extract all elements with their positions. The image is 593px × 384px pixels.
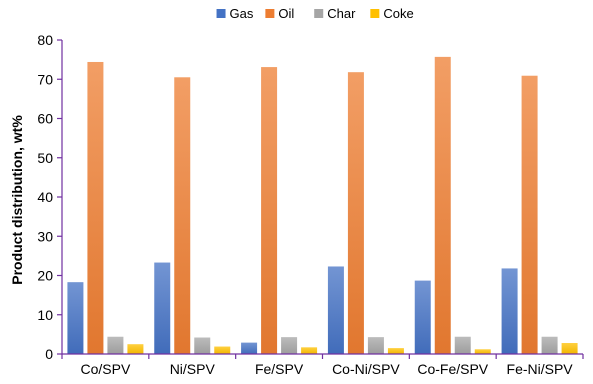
y-axis-label: Product distribution, wt% — [9, 115, 25, 285]
y-tick-label: 40 — [37, 189, 53, 205]
legend-swatch-coke — [370, 9, 380, 18]
y-tick-label: 10 — [37, 307, 53, 323]
bar-gas-fe-ni-spv — [501, 268, 518, 354]
legend-label-char: Char — [327, 6, 356, 21]
bars-group — [67, 56, 578, 355]
bar-coke-co-fe-spv — [474, 349, 491, 354]
y-tick-label: 70 — [37, 71, 53, 87]
legend: Gas Oil Char Coke — [216, 6, 414, 21]
bar-coke-fe-spv — [301, 347, 318, 354]
legend-swatch-gas — [216, 9, 226, 18]
bar-char-co-ni-spv — [367, 337, 384, 354]
bar-oil-co-spv — [87, 61, 104, 354]
bar-coke-co-spv — [127, 344, 144, 354]
x-tick-label: Co-Ni/SPV — [332, 361, 400, 377]
bar-oil-fe-spv — [261, 67, 278, 355]
bar-oil-co-ni-spv — [347, 72, 364, 354]
bar-char-co-spv — [107, 336, 124, 354]
bar-char-co-fe-spv — [454, 336, 471, 354]
legend-label-oil: Oil — [278, 6, 294, 21]
legend-swatch-char — [314, 9, 324, 18]
bar-oil-ni-spv — [174, 77, 191, 354]
bar-coke-co-ni-spv — [387, 348, 404, 354]
y-tick-label: 60 — [37, 111, 53, 127]
x-tick-label: Co/SPV — [81, 361, 131, 377]
x-tick-label: Co-Fe/SPV — [417, 361, 488, 377]
bar-oil-fe-ni-spv — [521, 75, 538, 354]
bar-coke-fe-ni-spv — [561, 343, 578, 354]
legend-label-coke: Coke — [383, 6, 413, 21]
y-tick-label: 20 — [37, 268, 53, 284]
bar-coke-ni-spv — [214, 346, 231, 354]
bar-gas-co-fe-spv — [414, 280, 431, 354]
y-axis: 0 10 20 30 40 50 60 70 80 — [37, 32, 63, 362]
x-tick-label: Ni/SPV — [170, 361, 216, 377]
y-tick-label: 80 — [37, 32, 53, 48]
bar-gas-co-spv — [67, 282, 84, 354]
bar-gas-co-ni-spv — [327, 266, 344, 354]
bar-gas-fe-spv — [241, 342, 258, 354]
bar-char-fe-spv — [281, 337, 298, 354]
bar-oil-co-fe-spv — [434, 56, 451, 354]
legend-swatch-oil — [265, 9, 275, 18]
legend-label-gas: Gas — [230, 6, 254, 21]
x-axis: Co/SPV Ni/SPV Fe/SPV Co-Ni/SPV Co-Fe/SPV Fe-N… — [61, 353, 584, 377]
bar-char-fe-ni-spv — [541, 336, 558, 354]
y-tick-label: 30 — [37, 228, 53, 244]
x-tick-label: Fe/SPV — [255, 361, 304, 377]
y-tick-label: 0 — [45, 346, 53, 362]
bar-gas-ni-spv — [154, 262, 171, 354]
bar-char-ni-spv — [194, 337, 211, 354]
x-tick-label: Fe-Ni/SPV — [507, 361, 574, 377]
y-tick-label: 50 — [37, 150, 53, 166]
